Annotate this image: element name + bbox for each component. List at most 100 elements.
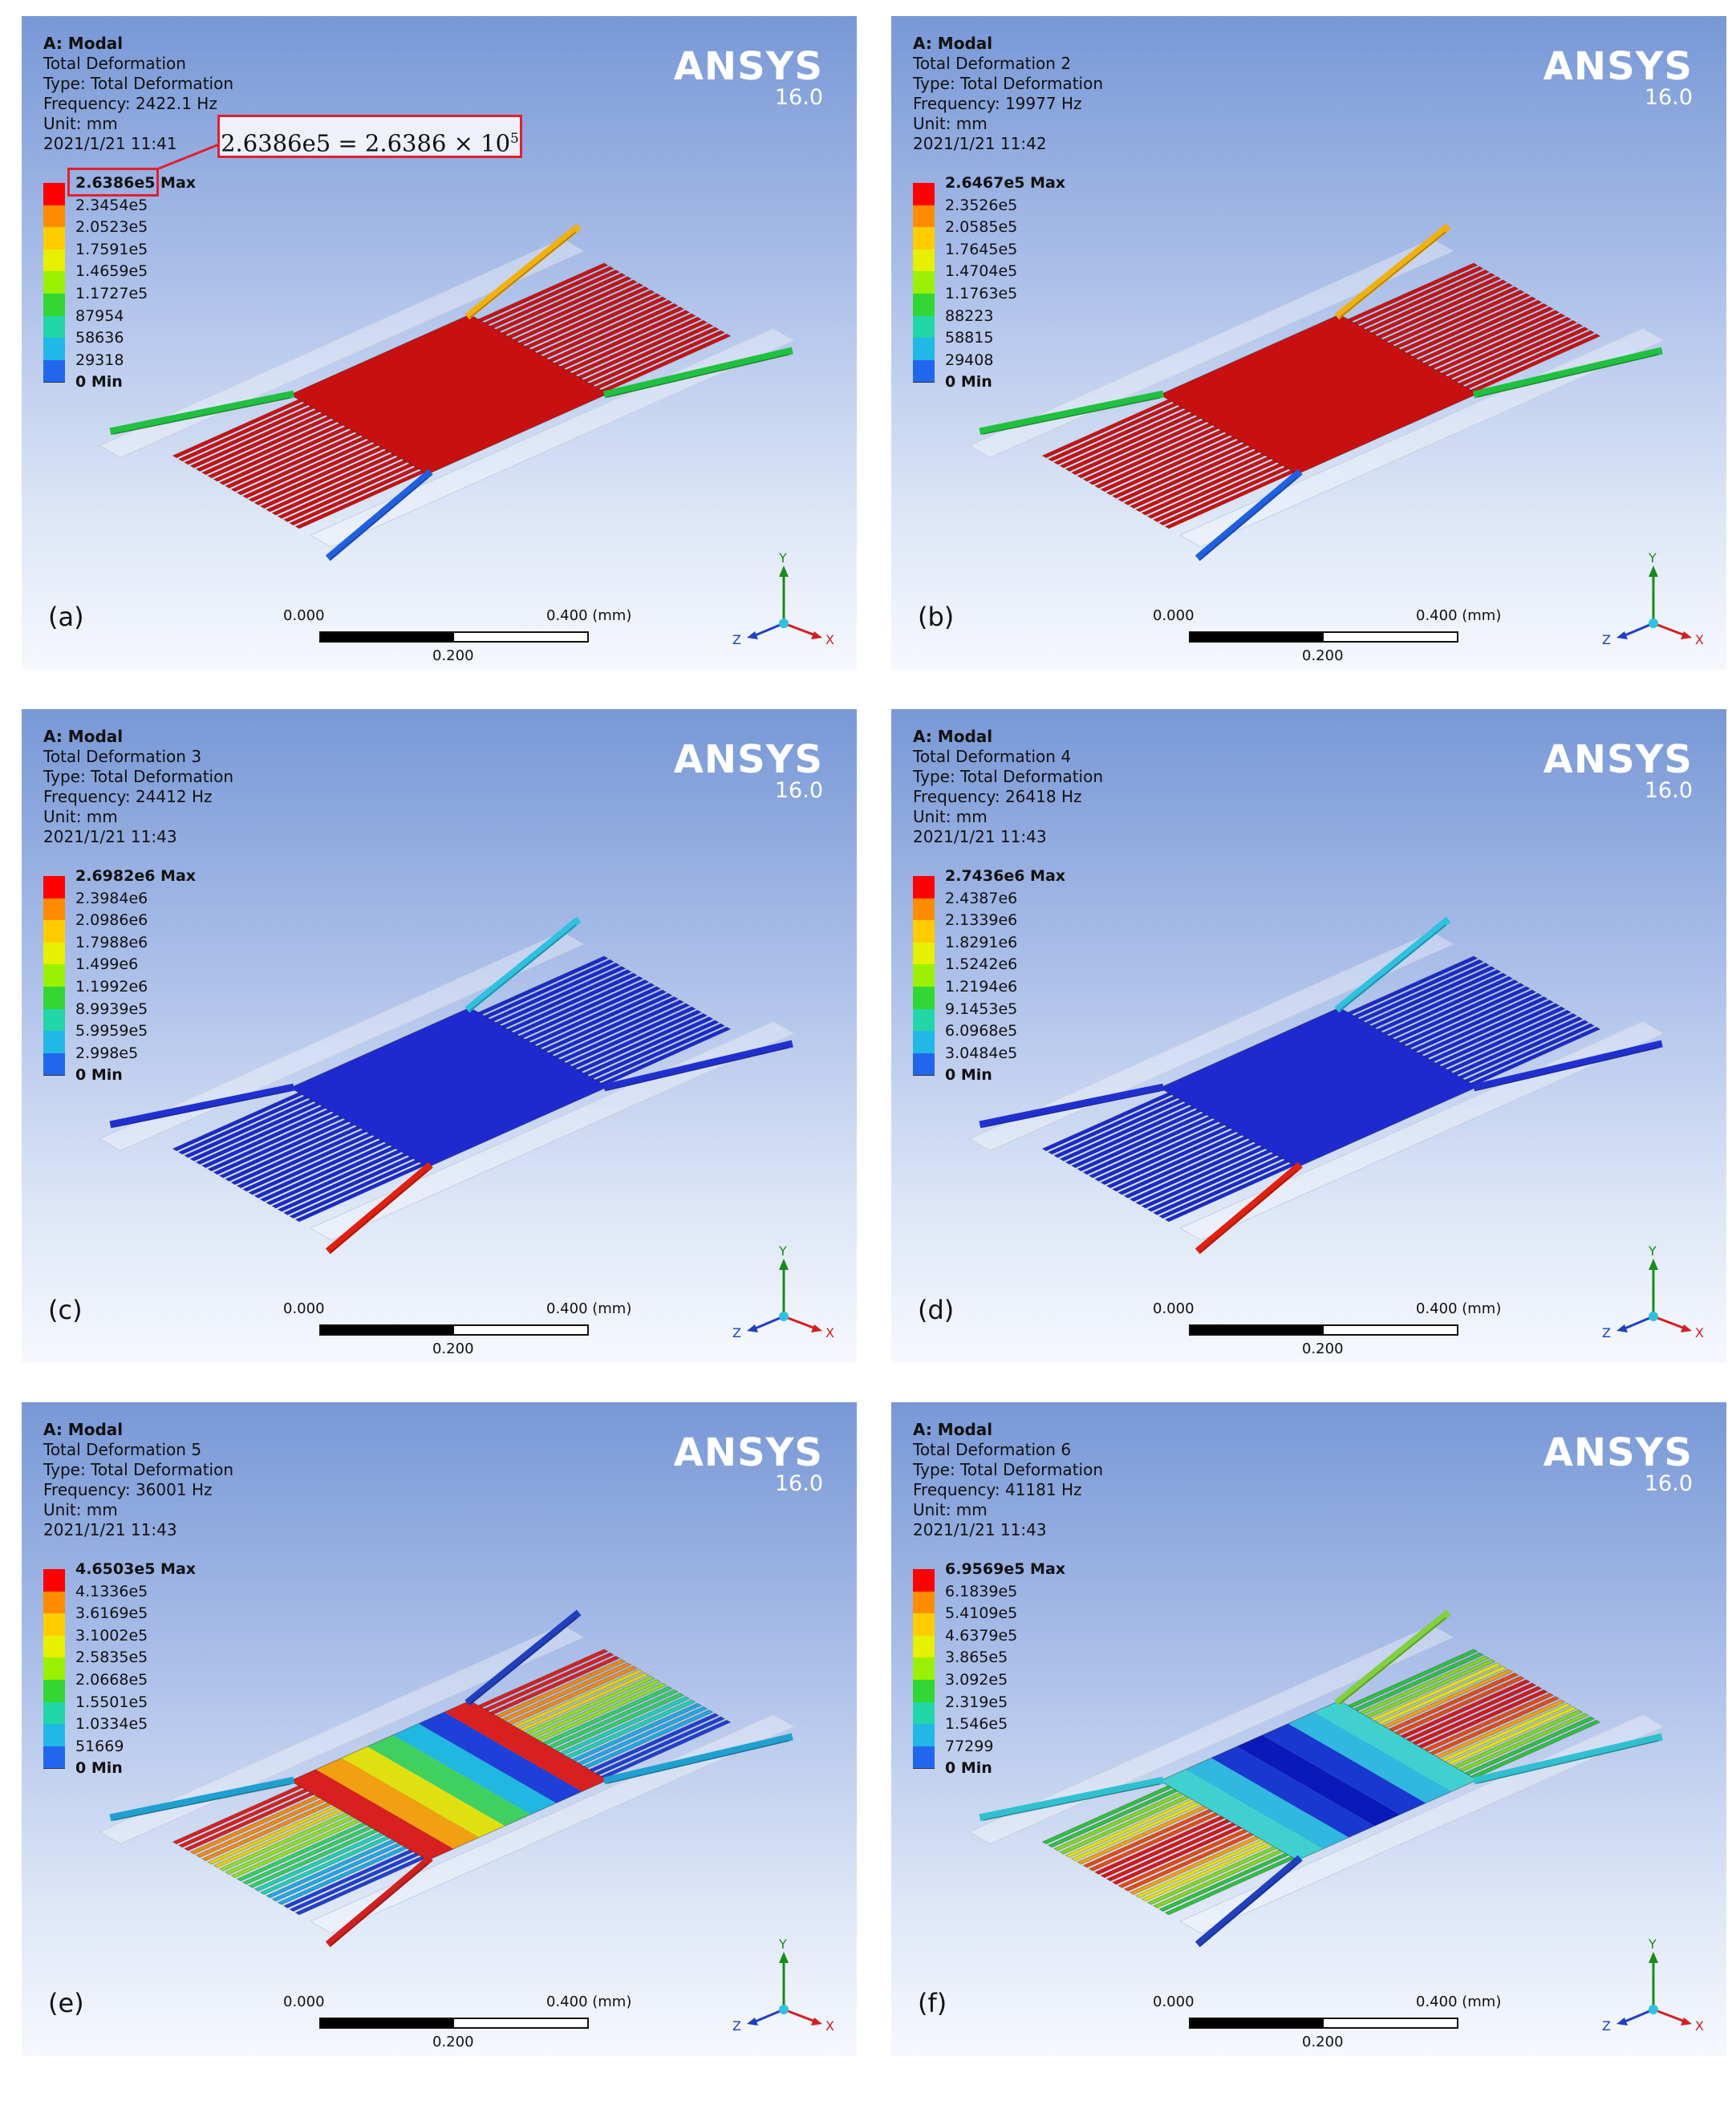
legend-swatch: [913, 271, 935, 294]
ansys-brand: ANSYS 16.0: [1543, 47, 1693, 109]
spring-beam: [1195, 1855, 1303, 1948]
header-line: Unit: mm: [913, 807, 988, 826]
header-line: Total Deformation 5: [43, 1440, 202, 1459]
legend-value: 3.0484e5: [945, 1044, 1018, 1062]
legend-swatch: [913, 1613, 935, 1636]
header-line: 2021/1/21 11:41: [43, 134, 177, 153]
legend-swatch: [43, 1679, 65, 1703]
z-axis-arrow: [747, 1324, 758, 1332]
legend-swatch: [913, 1701, 935, 1726]
result-header: A: Modal Total Deformation Type: Total Def…: [43, 34, 233, 154]
support-frame: [99, 1624, 585, 1845]
proof-mass-band: [315, 1758, 480, 1849]
fem-model: [968, 223, 1665, 562]
legend-value: 1.499e6: [75, 955, 139, 974]
proof-mass-band: [1288, 1712, 1452, 1803]
z-axis-label: Z: [1602, 1325, 1611, 1340]
legend-swatch: [43, 293, 65, 317]
axis-triad: Y X Z: [1602, 1243, 1704, 1340]
proof-mass-band: [392, 1723, 557, 1815]
legend-value: 1.4704e5: [945, 262, 1018, 281]
scale-bar-black: [321, 1326, 454, 1334]
spring-beam-edge: [607, 354, 789, 398]
legend-swatch: [913, 1657, 935, 1681]
legend-min: 0 Min: [75, 1758, 123, 1777]
callout-text: 2.6386e5 = 2.6386 × 10: [221, 129, 511, 157]
legend-value: 3.865e5: [945, 1649, 1008, 1667]
y-axis-label: Y: [1648, 550, 1657, 566]
ansys-logo: ANSYS: [673, 737, 823, 782]
proof-mass-band: [1185, 1758, 1349, 1849]
y-axis-label: Y: [1648, 1243, 1657, 1259]
legend-value: 2.4387e6: [945, 889, 1018, 907]
spring-beam: [325, 1855, 433, 1948]
scale-start: 0.000: [1153, 1993, 1195, 2010]
legend-value: 2.319e5: [945, 1693, 1008, 1711]
legend-value: 3.6169e5: [75, 1604, 148, 1623]
scale-end: 0.400 (mm): [1416, 1993, 1502, 2010]
legend-value: 6.9569e5 Max: [945, 1560, 1066, 1578]
z-axis-line: [1622, 622, 1654, 638]
ansys-brand: ANSYS 16.0: [1543, 1433, 1693, 1495]
header-line: Frequency: 41181 Hz: [913, 1480, 1082, 1499]
scale-start: 0.000: [283, 607, 325, 624]
ansys-version: 16.0: [1644, 778, 1693, 803]
spring-beam-edge: [113, 397, 290, 435]
result-panel: A: Modal Total Deformation Type: Total Def…: [22, 16, 857, 670]
spring-beam: [602, 1040, 793, 1092]
z-axis-arrow: [747, 2018, 758, 2026]
legend-swatch: [913, 920, 935, 943]
header-line: 2021/1/21 11:42: [913, 134, 1047, 153]
header-line: Unit: mm: [913, 1500, 988, 1519]
legend-swatch: [43, 1657, 65, 1681]
x-axis-arrow: [1681, 2018, 1692, 2026]
legend-value: 2.3526e5: [945, 196, 1018, 214]
y-axis-label: Y: [778, 550, 787, 566]
header-line: Unit: mm: [43, 1500, 118, 1519]
legend-swatch: [43, 1591, 65, 1615]
spring-beam-edge: [113, 1783, 290, 1821]
model-viewport: [968, 223, 1665, 562]
x-axis-line: [783, 622, 818, 638]
support-frame: [309, 1713, 795, 1934]
model-viewport: [99, 916, 795, 1255]
panel-label: (e): [48, 1988, 84, 2018]
header-line: Frequency: 26418 Hz: [913, 787, 1082, 806]
legend-value: 2.1339e6: [945, 911, 1018, 930]
fem-model: [99, 223, 795, 562]
scale-bar: 0.000 0.400 (mm) 0.200: [283, 607, 631, 664]
legend-swatch: [913, 1746, 935, 1770]
spring-beam: [1334, 916, 1451, 1013]
legend-swatch: [43, 1031, 65, 1054]
legend-value: 5.9959e5: [75, 1022, 148, 1040]
scale-bar: 0.000 0.400 (mm) 0.200: [1153, 1300, 1501, 1357]
scale-bar: 0.000 0.400 (mm) 0.200: [1153, 1993, 1501, 2050]
legend-value: 2.6982e6 Max: [75, 867, 197, 885]
x-axis-line: [1653, 1315, 1688, 1331]
z-axis-label: Z: [1602, 632, 1611, 647]
y-axis-arrow: [779, 1259, 789, 1270]
spring-beam-edge: [1199, 1170, 1298, 1253]
legend-value: 1.0334e5: [75, 1715, 148, 1734]
header-line: 2021/1/21 11:43: [913, 1520, 1047, 1539]
triad-origin: [1649, 618, 1658, 628]
result-header: A: Modal Total Deformation 5 Type: Total D…: [43, 1420, 233, 1540]
model-viewport: [99, 1609, 795, 1948]
result-header: A: Modal Total Deformation 3 Type: Total D…: [43, 727, 233, 847]
legend-swatch: [43, 920, 65, 943]
legend-swatch: [913, 1591, 935, 1615]
spring-beam: [602, 347, 793, 399]
x-axis-line: [783, 1315, 818, 1331]
y-axis-label: Y: [778, 1937, 787, 1952]
analysis-title: A: Modal: [43, 34, 124, 53]
header-line: Type: Total Deformation: [913, 74, 1104, 93]
support-frame: [968, 238, 1454, 459]
header-line: Total Deformation 6: [913, 1440, 1072, 1459]
scale-mid: 0.200: [1302, 1340, 1344, 1357]
x-axis-label: X: [825, 1325, 834, 1340]
x-axis-arrow: [811, 631, 822, 639]
max-value-highlight: [67, 168, 159, 197]
spring-beam: [109, 1083, 295, 1129]
legend-swatch: [43, 359, 65, 383]
legend-value: 4.1336e5: [75, 1582, 148, 1600]
